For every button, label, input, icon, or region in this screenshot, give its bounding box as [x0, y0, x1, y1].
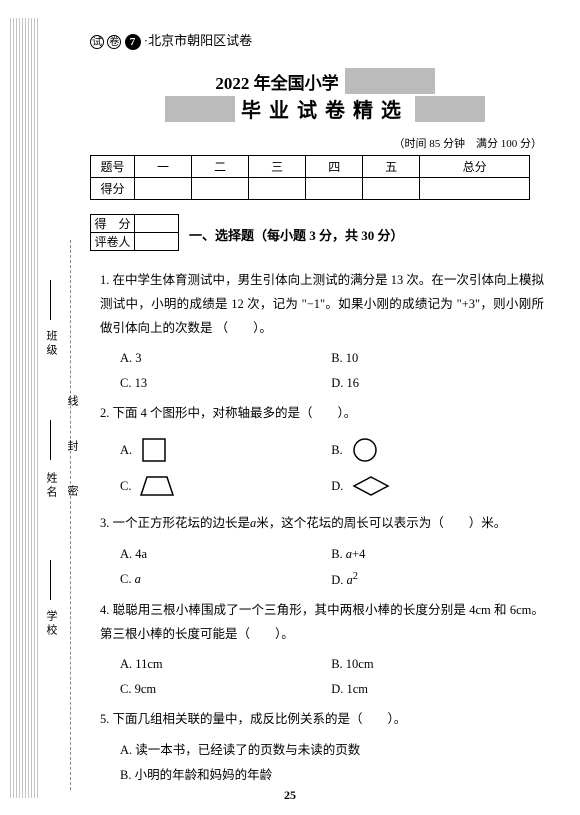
- rhombus-icon: [351, 474, 391, 498]
- square-icon: [140, 437, 170, 463]
- score-h6: 总分: [420, 156, 530, 178]
- label-class: 班级: [43, 330, 59, 358]
- title-line2: 毕业试卷精选: [241, 94, 409, 123]
- title-graybar-right2: [415, 96, 485, 122]
- circle-icon: [351, 437, 381, 463]
- score-table: 题号 一 二 三 四 五 总分 得分: [90, 155, 530, 200]
- mini-blank: [135, 233, 179, 251]
- score-cell: [249, 178, 306, 200]
- q2-opt-a: A.: [120, 432, 331, 468]
- title-line1: 2022 年全国小学: [215, 69, 338, 94]
- docket-region: ·北京市朝阳区试卷: [144, 33, 252, 48]
- gutter-stripes: [10, 18, 40, 798]
- q1-opt-c: C. 13: [120, 371, 331, 396]
- blank-line-name: [50, 420, 51, 460]
- q4-opt-b: B. 10cm: [331, 652, 542, 677]
- question-5-options: A. 读一本书，已经读了的页数与未读的页数 B. 小明的年龄和妈妈的年龄: [120, 738, 560, 788]
- q3-opt-d: D. a2: [331, 567, 542, 593]
- mini-score: 得 分: [91, 215, 135, 233]
- q1-opt-b: B. 10: [331, 346, 542, 371]
- page-number: 25: [0, 788, 580, 803]
- question-4-options: A. 11cm B. 10cm C. 9cm D. 1cm: [120, 652, 560, 702]
- q1-opt-d: D. 16: [331, 371, 542, 396]
- left-gutter: 班级 线 封 姓名 密 学校: [0, 0, 90, 815]
- q1-opt-a: A. 3: [120, 346, 331, 371]
- q5-opt-b: B. 小明的年龄和妈妈的年龄: [120, 763, 560, 788]
- label-school: 学校: [43, 610, 59, 638]
- fold-line: [70, 240, 71, 790]
- docket-num: 7: [125, 34, 141, 50]
- mini-blank: [135, 215, 179, 233]
- q2-opt-b: B.: [331, 432, 542, 468]
- score-h0: 题号: [91, 156, 135, 178]
- q4-opt-a: A. 11cm: [120, 652, 331, 677]
- score-h4: 四: [306, 156, 363, 178]
- label-xian: 线: [64, 395, 80, 409]
- label-mi: 密: [64, 485, 80, 499]
- section-header-row: 得 分 评卷人 一、选择题（每小题 3 分，共 30 分）: [90, 214, 560, 255]
- mini-grader: 评卷人: [91, 233, 135, 251]
- score-h2: 二: [192, 156, 249, 178]
- score-cell: [363, 178, 420, 200]
- docket-juan: 卷: [107, 35, 121, 49]
- docket-shi: 试: [90, 35, 104, 49]
- title-graybar-right: [345, 68, 435, 94]
- paper-docket: 试 卷 7 ·北京市朝阳区试卷: [90, 30, 560, 50]
- score-cell: [135, 178, 192, 200]
- label-feng: 封: [64, 440, 80, 454]
- question-3: 3. 一个正方形花坛的边长是a米，这个花坛的周长可以表示为（ ）米。: [100, 512, 544, 536]
- score-cell: [192, 178, 249, 200]
- q2-opt-d: D.: [331, 468, 542, 504]
- blank-line-class: [50, 280, 51, 320]
- question-1-options: A. 3 B. 10 C. 13 D. 16: [120, 346, 560, 396]
- question-2: 2. 下面 4 个图形中，对称轴最多的是（ ）。: [100, 402, 544, 426]
- score-h1: 一: [135, 156, 192, 178]
- q2-opt-c: C.: [120, 468, 331, 504]
- section-1-title: 一、选择题（每小题 3 分，共 30 分）: [189, 225, 404, 244]
- question-5: 5. 下面几组相关联的量中，成反比例关系的是（ ）。: [100, 708, 544, 732]
- label-name: 姓名: [43, 472, 59, 500]
- trapezoid-icon: [139, 474, 175, 498]
- title-graybar-left: [165, 96, 235, 122]
- score-h5: 五: [363, 156, 420, 178]
- question-1: 1. 在中学生体育测试中，男生引体向上测试的满分是 13 次。在一次引体向上模拟…: [100, 269, 544, 340]
- q4-opt-c: C. 9cm: [120, 677, 331, 702]
- score-cell: [420, 178, 530, 200]
- score-h3: 三: [249, 156, 306, 178]
- score-cell: [306, 178, 363, 200]
- q3-opt-a: A. 4a: [120, 542, 331, 567]
- q3-opt-b: B. a+4: [331, 542, 542, 567]
- title-block: 2022 年全国小学 毕业试卷精选: [90, 68, 560, 123]
- blank-line-school: [50, 560, 51, 600]
- q5-opt-a: A. 读一本书，已经读了的页数与未读的页数: [120, 738, 560, 763]
- page-content: 试 卷 7 ·北京市朝阳区试卷 2022 年全国小学 毕业试卷精选 （时间 85…: [90, 30, 560, 794]
- time-info: （时间 85 分钟 满分 100 分）: [90, 135, 542, 151]
- question-2-options: A. B. C. D.: [120, 432, 560, 504]
- q4-opt-d: D. 1cm: [331, 677, 542, 702]
- q3-opt-c: C. a: [120, 567, 331, 593]
- grader-table: 得 分 评卷人: [90, 214, 179, 251]
- question-3-options: A. 4a B. a+4 C. a D. a2: [120, 542, 560, 593]
- question-4: 4. 聪聪用三根小棒围成了一个三角形，其中两根小棒的长度分别是 4cm 和 6c…: [100, 599, 544, 647]
- score-row-label: 得分: [91, 178, 135, 200]
